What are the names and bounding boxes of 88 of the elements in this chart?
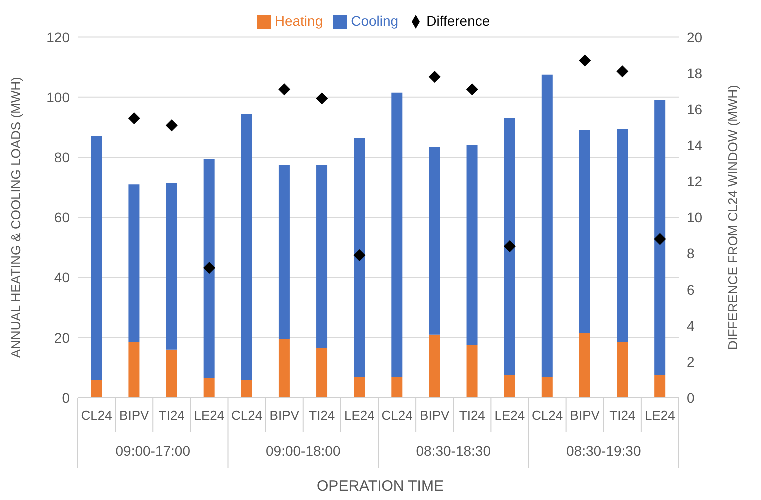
point [316,92,328,105]
y2-tick-label: 0 [687,390,695,406]
bar [241,380,252,398]
legend-label: Difference [426,13,490,29]
bar [316,165,328,348]
point [466,84,478,96]
y2-tick-label: 2 [687,354,695,370]
y-tick-label: 0 [62,390,70,406]
text: 09:00-17:00 [116,443,191,459]
x-tick-label: BIPV [570,408,600,423]
x-tick-label: TI24 [459,408,486,423]
bar [504,375,516,398]
bar [166,183,178,350]
y-tick-label: 100 [46,89,70,106]
point [504,240,516,253]
x-tick-label: BIPV [270,408,300,423]
point [654,233,666,246]
y2-tick-label: 8 [687,246,695,262]
x-tick-label: LE24 [645,408,676,423]
bar [654,100,666,376]
x-tick-label: CL24 [532,408,564,423]
y2-axis-title: DIFFERENCE FROM CL24 WINDOW (MWH) [726,85,741,350]
y2-tick-label: 12 [687,174,703,190]
x-tick-label: CL24 [382,408,413,423]
point [354,250,366,262]
bar [166,350,178,398]
bar [504,118,516,376]
text: 08:30-19:30 [566,443,642,459]
y2-tick-label: 10 [687,210,703,226]
bar [392,92,403,377]
bar [617,128,628,342]
point [166,120,178,132]
bar [204,378,215,398]
x-tick-label: LE24 [494,408,526,423]
x-tick-label: CL24 [81,408,112,423]
bar [278,339,290,398]
text: 09:00-18:00 [266,443,341,459]
bar [204,159,215,378]
y-tick-label: 60 [54,210,70,226]
bar [579,333,590,398]
bar [466,345,478,398]
y-axis-title: ANNUAL HEATING & COOLING LOADS (MWH) [8,77,24,358]
bar [128,342,140,398]
x-tick-label: LE24 [344,408,375,423]
point [428,70,441,83]
bar [392,376,403,398]
text: 08:30-18:30 [416,443,492,459]
x-tick-label: TI24 [309,408,336,423]
y2-tick-label: 4 [687,318,695,334]
y2-tick-label: 14 [687,137,703,154]
x-tick-label: BIPV [420,408,450,423]
x-tick-label: TI24 [610,408,636,423]
y-tick-label: 20 [54,330,70,346]
bar [466,146,478,346]
bar [542,376,553,398]
point [616,66,629,78]
bar [429,334,440,398]
bar [654,375,666,398]
x-tick-label: BIPV [120,408,150,423]
y-tick-label: 80 [54,150,70,166]
y2-tick-label: 16 [687,101,703,118]
x-axis-title: OPERATION TIME [316,478,445,495]
y2-tick-label: 18 [687,65,703,82]
bar [278,165,290,340]
y2-tick-label: 6 [687,282,695,298]
bar [316,348,328,398]
y-tick-label: 120 [46,29,70,46]
bar [128,184,140,342]
bar [354,376,366,398]
x-tick-label: LE24 [194,408,225,423]
bar [542,74,553,377]
point [579,54,592,67]
point [128,112,140,124]
y2-tick-label: 20 [687,29,703,46]
bar [91,136,102,380]
point [278,84,291,96]
x-tick-label: TI24 [158,408,185,423]
bar [91,380,102,398]
legend-label: Heating [274,13,324,29]
legend-label: Cooling [351,13,399,29]
bar [429,147,440,335]
bar [579,130,590,334]
point [203,262,216,274]
bar [241,114,252,380]
x-tick-label: CL24 [231,408,263,423]
y-tick-label: 40 [54,270,70,286]
bar [354,138,366,377]
bar [617,342,628,398]
